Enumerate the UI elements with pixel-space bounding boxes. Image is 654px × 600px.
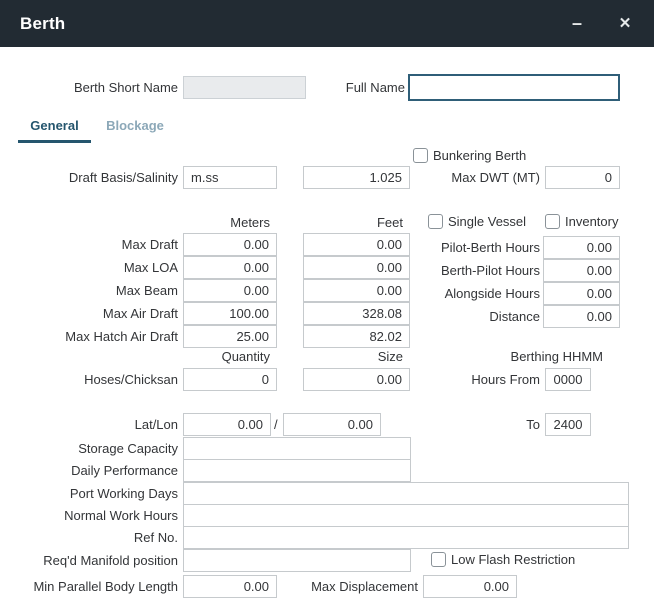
distance-label: Distance (489, 309, 540, 324)
close-icon[interactable]: ✕ (618, 15, 632, 32)
full-name-input[interactable] (408, 74, 620, 101)
berth-short-name-input[interactable] (183, 76, 306, 99)
max-displacement-input[interactable] (423, 575, 517, 598)
max-loa-label: Max LOA (123, 260, 178, 275)
draft-basis-label: Draft Basis/Salinity (68, 170, 178, 185)
tab-blockage[interactable]: Blockage (106, 118, 164, 133)
daily-performance-input[interactable] (183, 459, 411, 482)
max-draft-label: Max Draft (121, 237, 178, 252)
max-hatch-air-draft-feet-input[interactable] (303, 325, 410, 348)
dialog-titlebar: Berth – ✕ (0, 0, 654, 47)
pilot-berth-hours-label: Pilot-Berth Hours (441, 240, 540, 255)
feet-column-header: Feet (376, 215, 403, 230)
normal-work-hours-input[interactable] (183, 504, 629, 527)
max-hatch-air-draft-label: Max Hatch Air Draft (65, 329, 178, 344)
hours-from-label: Hours From (471, 372, 540, 387)
size-column-header: Size (377, 349, 403, 364)
storage-capacity-label: Storage Capacity (78, 441, 178, 456)
max-draft-meters-input[interactable] (183, 233, 277, 256)
max-loa-feet-input[interactable] (303, 256, 410, 279)
berthing-hhmm-header: Berthing HHMM (510, 349, 603, 364)
min-parallel-body-length-input[interactable] (183, 575, 277, 598)
lat-input[interactable] (183, 413, 271, 436)
reqd-manifold-position-label: Req'd Manifold position (43, 553, 178, 568)
draft-basis-input[interactable] (183, 166, 277, 189)
lon-input[interactable] (283, 413, 381, 436)
bunkering-berth-checkbox[interactable] (413, 148, 428, 163)
max-air-draft-feet-input[interactable] (303, 302, 410, 325)
max-beam-label: Max Beam (115, 283, 178, 298)
max-dwt-label: Max DWT (MT) (451, 170, 540, 185)
normal-work-hours-label: Normal Work Hours (64, 508, 178, 523)
low-flash-restriction-label: Low Flash Restriction (451, 552, 576, 567)
meters-column-header: Meters (230, 215, 270, 230)
hoses-chicksan-label: Hoses/Chicksan (84, 372, 178, 387)
distance-input[interactable] (543, 305, 620, 328)
inventory-checkbox[interactable] (545, 214, 560, 229)
single-vessel-label: Single Vessel (448, 214, 527, 229)
max-beam-meters-input[interactable] (183, 279, 277, 302)
single-vessel-checkbox[interactable] (428, 214, 443, 229)
min-parallel-body-length-label: Min Parallel Body Length (33, 579, 178, 594)
storage-capacity-input[interactable] (183, 437, 411, 460)
max-draft-feet-input[interactable] (303, 233, 410, 256)
hoses-quantity-input[interactable] (183, 368, 277, 391)
pilot-berth-hours-input[interactable] (543, 236, 620, 259)
inventory-label: Inventory (565, 214, 619, 229)
quantity-column-header: Quantity (221, 349, 270, 364)
hours-from-input[interactable] (545, 368, 591, 391)
bunkering-berth-label: Bunkering Berth (433, 148, 527, 163)
hours-to-input[interactable] (545, 413, 591, 436)
max-air-draft-label: Max Air Draft (102, 306, 178, 321)
low-flash-restriction-checkbox[interactable] (431, 552, 446, 567)
lat-lon-label: Lat/Lon (134, 417, 178, 432)
max-hatch-air-draft-meters-input[interactable] (183, 325, 277, 348)
dialog-title: Berth (20, 14, 66, 33)
hours-to-label: To (526, 417, 540, 432)
berth-pilot-hours-input[interactable] (543, 259, 620, 282)
max-air-draft-meters-input[interactable] (183, 302, 277, 325)
alongside-hours-label: Alongside Hours (444, 286, 540, 301)
max-dwt-input[interactable] (545, 166, 620, 189)
full-name-label: Full Name (345, 80, 405, 95)
lat-lon-separator: / (274, 417, 278, 432)
ref-no-label: Ref No. (133, 530, 178, 545)
daily-performance-label: Daily Performance (71, 463, 178, 478)
reqd-manifold-position-input[interactable] (183, 549, 411, 572)
max-loa-meters-input[interactable] (183, 256, 277, 279)
minimize-icon[interactable]: – (571, 13, 582, 33)
max-beam-feet-input[interactable] (303, 279, 410, 302)
port-working-days-label: Port Working Days (69, 486, 178, 501)
berth-pilot-hours-label: Berth-Pilot Hours (441, 263, 540, 278)
max-displacement-label: Max Displacement (311, 579, 418, 594)
tab-general[interactable]: General (18, 115, 91, 143)
ref-no-input[interactable] (183, 526, 629, 549)
berth-short-name-label: Berth Short Name (73, 80, 178, 95)
alongside-hours-input[interactable] (543, 282, 620, 305)
salinity-input[interactable] (303, 166, 410, 189)
hoses-size-input[interactable] (303, 368, 410, 391)
port-working-days-input[interactable] (183, 482, 629, 505)
